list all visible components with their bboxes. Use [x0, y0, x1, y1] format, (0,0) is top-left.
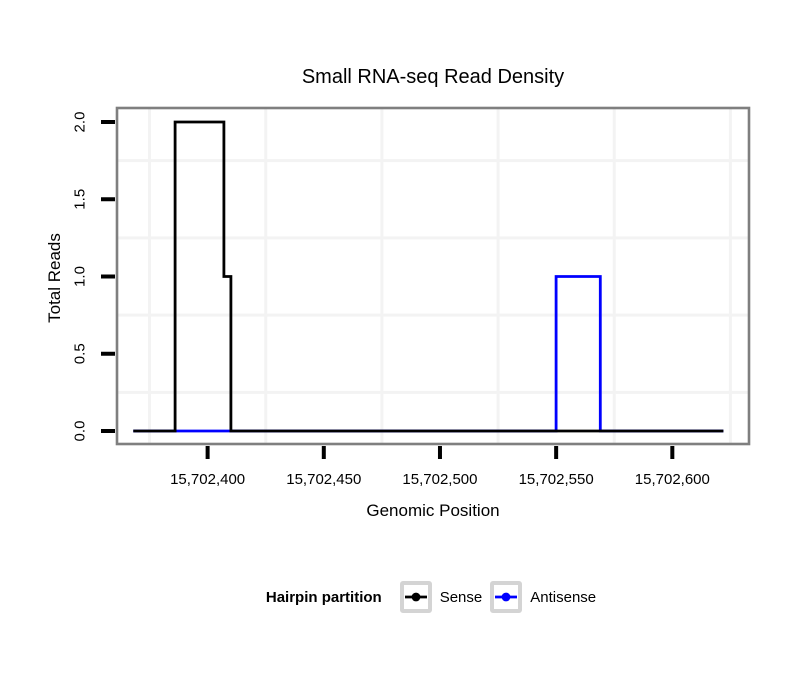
x-axis-label: Genomic Position	[366, 501, 500, 520]
series-antisense-line	[133, 275, 724, 433]
panel-border	[115, 106, 751, 446]
x-tick-label: 15,702,400	[170, 471, 245, 488]
x-tick-label: 15,702,450	[286, 471, 361, 488]
legend-title: Hairpin partition	[265, 588, 382, 606]
y-tick-label: 0.5	[71, 343, 88, 364]
x-tick-label: 15,702,600	[635, 471, 710, 488]
chart-title: Small RNA-seq Read Density	[301, 66, 565, 88]
y-axis-label: Total Reads	[45, 233, 64, 323]
chart-plot-area: 15,702,400 15,702,450 15,702,500 15,702,550…	[71, 106, 751, 488]
series-sense-line	[133, 120, 724, 433]
legend-key-sense	[399, 581, 432, 613]
legend: Hairpin partition Sense Antisense	[52, 580, 810, 614]
legend-label-sense: Sense	[439, 588, 483, 606]
legend-key-antisense	[490, 581, 523, 613]
y-tick-label: 2.0	[71, 112, 88, 133]
y-tick-label: 1.0	[71, 266, 88, 287]
y-tick-label: 1.5	[71, 189, 88, 210]
sense-line-point-icon	[404, 592, 427, 602]
x-tick-label: 15,702,500	[402, 471, 477, 488]
x-tick-label: 15,702,550	[519, 471, 594, 488]
legend-label-antisense: Antisense	[530, 588, 597, 606]
y-tick-label: 0.0	[71, 421, 88, 442]
antisense-line-point-icon	[495, 592, 518, 602]
